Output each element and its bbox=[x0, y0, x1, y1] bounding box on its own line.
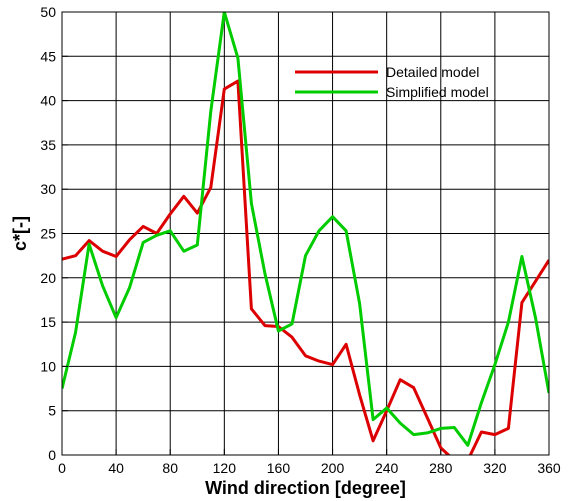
x-tick-label: 320 bbox=[483, 460, 507, 476]
y-tick-labels: 0 5 10 15 20 25 30 35 40 45 50 bbox=[40, 4, 56, 463]
y-tick-label: 20 bbox=[40, 270, 56, 286]
y-tick-label: 45 bbox=[40, 48, 56, 64]
y-tick-label: 15 bbox=[40, 314, 56, 330]
x-tick-label: 40 bbox=[108, 460, 124, 476]
x-tick-label: 120 bbox=[213, 460, 237, 476]
y-axis-title: c*[-] bbox=[10, 216, 30, 251]
y-tick-label: 30 bbox=[40, 181, 56, 197]
x-tick-label: 240 bbox=[375, 460, 399, 476]
series-layer bbox=[62, 12, 549, 455]
y-tick-label: 35 bbox=[40, 137, 56, 153]
legend-label-simplified-model: Simplified model bbox=[386, 84, 489, 100]
x-tick-labels: 0 40 80 120 160 200 240 280 320 360 bbox=[58, 460, 561, 476]
x-tick-label: 360 bbox=[537, 460, 561, 476]
x-tick-label: 280 bbox=[429, 460, 453, 476]
x-tick-label: 200 bbox=[321, 460, 345, 476]
tick-marks bbox=[61, 11, 550, 456]
x-axis-title: Wind direction [degree] bbox=[205, 478, 406, 498]
x-tick-label: 160 bbox=[267, 460, 291, 476]
grid bbox=[62, 12, 549, 455]
y-tick-label: 40 bbox=[40, 93, 56, 109]
y-tick-label: 0 bbox=[48, 447, 56, 463]
y-tick-label: 50 bbox=[40, 4, 56, 20]
x-tick-label: 0 bbox=[58, 460, 66, 476]
series-line-detailed-model bbox=[62, 79, 549, 455]
legend-label-detailed-model: Detailed model bbox=[386, 64, 479, 80]
y-tick-label: 10 bbox=[40, 358, 56, 374]
x-tick-label: 80 bbox=[162, 460, 178, 476]
series-line-simplified-model bbox=[62, 12, 549, 447]
y-tick-label: 25 bbox=[40, 226, 56, 242]
legend: Detailed model Simplified model bbox=[295, 64, 489, 100]
y-tick-label: 5 bbox=[48, 403, 56, 419]
